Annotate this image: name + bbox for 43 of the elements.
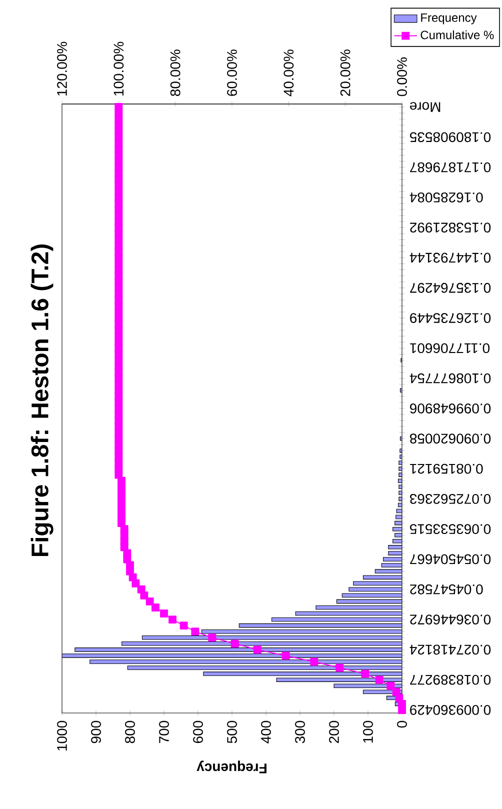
y-tick-label: 0.027418124 bbox=[410, 644, 491, 655]
x2-tick-label: 0.00% bbox=[397, 57, 407, 96]
x-tick-label: 400 bbox=[261, 720, 271, 744]
x-tick-label: 900 bbox=[91, 720, 101, 744]
x2-tick-label: 20.00% bbox=[340, 50, 350, 96]
x-tick-label: 700 bbox=[159, 720, 169, 744]
legend-label: Cumulative % bbox=[420, 30, 494, 40]
y-tick-label: 0.04547582 bbox=[410, 584, 483, 594]
x-tick-label: 500 bbox=[227, 720, 237, 744]
y-tick-label: 0.180908535 bbox=[410, 132, 491, 142]
x2-tick-label: 80.00% bbox=[170, 50, 180, 96]
x-tick-label: 1000 bbox=[57, 720, 67, 750]
y-tick-label: 0.036446972 bbox=[410, 614, 491, 624]
y-tick-label: 0.090620058 bbox=[410, 434, 491, 444]
x-tick-label: 200 bbox=[329, 720, 339, 744]
y-tick-label: More bbox=[410, 102, 440, 112]
y-tick-label: 0.072562363 bbox=[410, 494, 491, 504]
x2-tick-label: 40.00% bbox=[284, 50, 294, 96]
x2-tick-label: 100.00% bbox=[114, 42, 124, 96]
legend-label: Frequency bbox=[421, 14, 477, 24]
x2-tick-label: 120.00% bbox=[57, 42, 67, 96]
y-tick-label: 0.08159121 bbox=[410, 464, 483, 474]
y-tick-label: 0.009360429 bbox=[410, 705, 491, 715]
x2-tick-label: 60.00% bbox=[227, 50, 237, 96]
x-tick-label: 100 bbox=[363, 720, 373, 743]
y-tick-label: 0.054504667 bbox=[410, 554, 491, 564]
y-tick-label: 0.108677754 bbox=[410, 373, 491, 384]
y-tick-label: 0.018389277 bbox=[410, 674, 491, 685]
x-tick-label: 0 bbox=[397, 720, 407, 728]
y-tick-label: 0.16285084 bbox=[410, 192, 483, 202]
y-tick-label: 0.117706601 bbox=[410, 343, 490, 354]
x-axis-title: Frequency bbox=[196, 760, 266, 774]
y-tick-label: 0.135764297 bbox=[410, 282, 491, 293]
text: Figure 1.8f: Heston 1.6 (T.2) bbox=[30, 244, 54, 556]
y-tick-label: 0.063533515 bbox=[410, 524, 491, 534]
x-tick-label: 800 bbox=[125, 720, 135, 744]
x-tick-label: 600 bbox=[193, 720, 203, 744]
y-tick-label: 0.153821992 bbox=[410, 222, 491, 233]
y-tick-label: 0.171879687 bbox=[410, 162, 491, 172]
y-tick-label: 0.126735449 bbox=[410, 313, 491, 323]
x-tick-label: 300 bbox=[295, 720, 305, 744]
y-tick-label: 0.099648906 bbox=[410, 404, 491, 414]
y-tick-label: 0.144793144 bbox=[410, 252, 491, 263]
